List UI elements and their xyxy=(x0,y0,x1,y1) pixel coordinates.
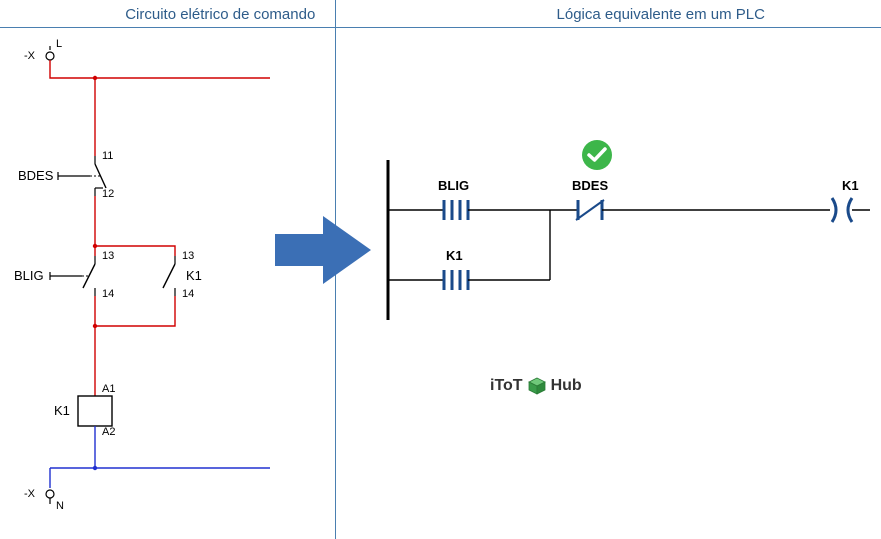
blig-pin-bot: 14 xyxy=(102,288,114,300)
ladder-k1-latch-label: K1 xyxy=(446,248,463,263)
ladder-bdes-contact xyxy=(576,200,604,220)
wire-join-below xyxy=(95,296,175,326)
k1-aux-contact xyxy=(163,256,175,296)
k1-contact-label: K1 xyxy=(186,268,202,283)
blig-pin-top: 13 xyxy=(102,250,114,262)
junction-bottom xyxy=(93,466,97,470)
terminal-bottom xyxy=(46,490,54,504)
bdes-nc-pushbutton xyxy=(58,156,106,196)
title-right: Lógica equivalente em um PLC xyxy=(441,0,881,27)
k1-contact-pin-bot: 14 xyxy=(182,288,194,300)
blig-no-pushbutton xyxy=(50,256,95,296)
ladder-k1-out-label: K1 xyxy=(842,178,859,193)
itothub-logo: iToT Hub xyxy=(490,376,582,396)
bdes-pin-bot: 12 xyxy=(102,188,114,200)
header-row: Circuito elétrico de comando Lógica equi… xyxy=(0,0,881,28)
terminal-bottom-label: -X xyxy=(24,488,35,500)
ladder-diagram: BLIG BDES K1 K1 xyxy=(380,150,875,390)
bdes-label: BDES xyxy=(18,168,53,183)
terminal-top-label: -X xyxy=(24,50,35,62)
check-icon xyxy=(580,138,614,172)
ladder-k1-coil xyxy=(832,198,852,222)
cube-icon xyxy=(527,376,547,396)
k1-coil xyxy=(78,396,112,426)
arrow-icon xyxy=(275,210,375,290)
terminal-bottom-pin: N xyxy=(56,500,64,512)
k1-coil-pin-top: A1 xyxy=(102,383,115,395)
logo-text-right: Hub xyxy=(551,377,582,395)
ladder-bdes-label: BDES xyxy=(572,178,608,193)
ladder-blig-label: BLIG xyxy=(438,178,469,193)
ladder-k1-latch-contact xyxy=(444,270,468,290)
k1-contact-pin-top: 13 xyxy=(182,250,194,262)
wire-top-bus xyxy=(50,60,270,78)
terminal-top xyxy=(46,46,54,60)
k1-coil-pin-bot: A2 xyxy=(102,426,115,438)
bdes-pin-top: 11 xyxy=(102,150,113,162)
title-left: Circuito elétrico de comando xyxy=(0,0,441,27)
junction-top xyxy=(93,76,97,80)
terminal-top-pin: L xyxy=(56,38,62,50)
ladder-blig-contact xyxy=(444,200,468,220)
junction-join xyxy=(93,324,97,328)
junction-branch xyxy=(93,244,97,248)
k1-coil-label: K1 xyxy=(54,403,70,418)
logo-text-left: iToT xyxy=(490,377,523,395)
blig-label: BLIG xyxy=(14,268,44,283)
